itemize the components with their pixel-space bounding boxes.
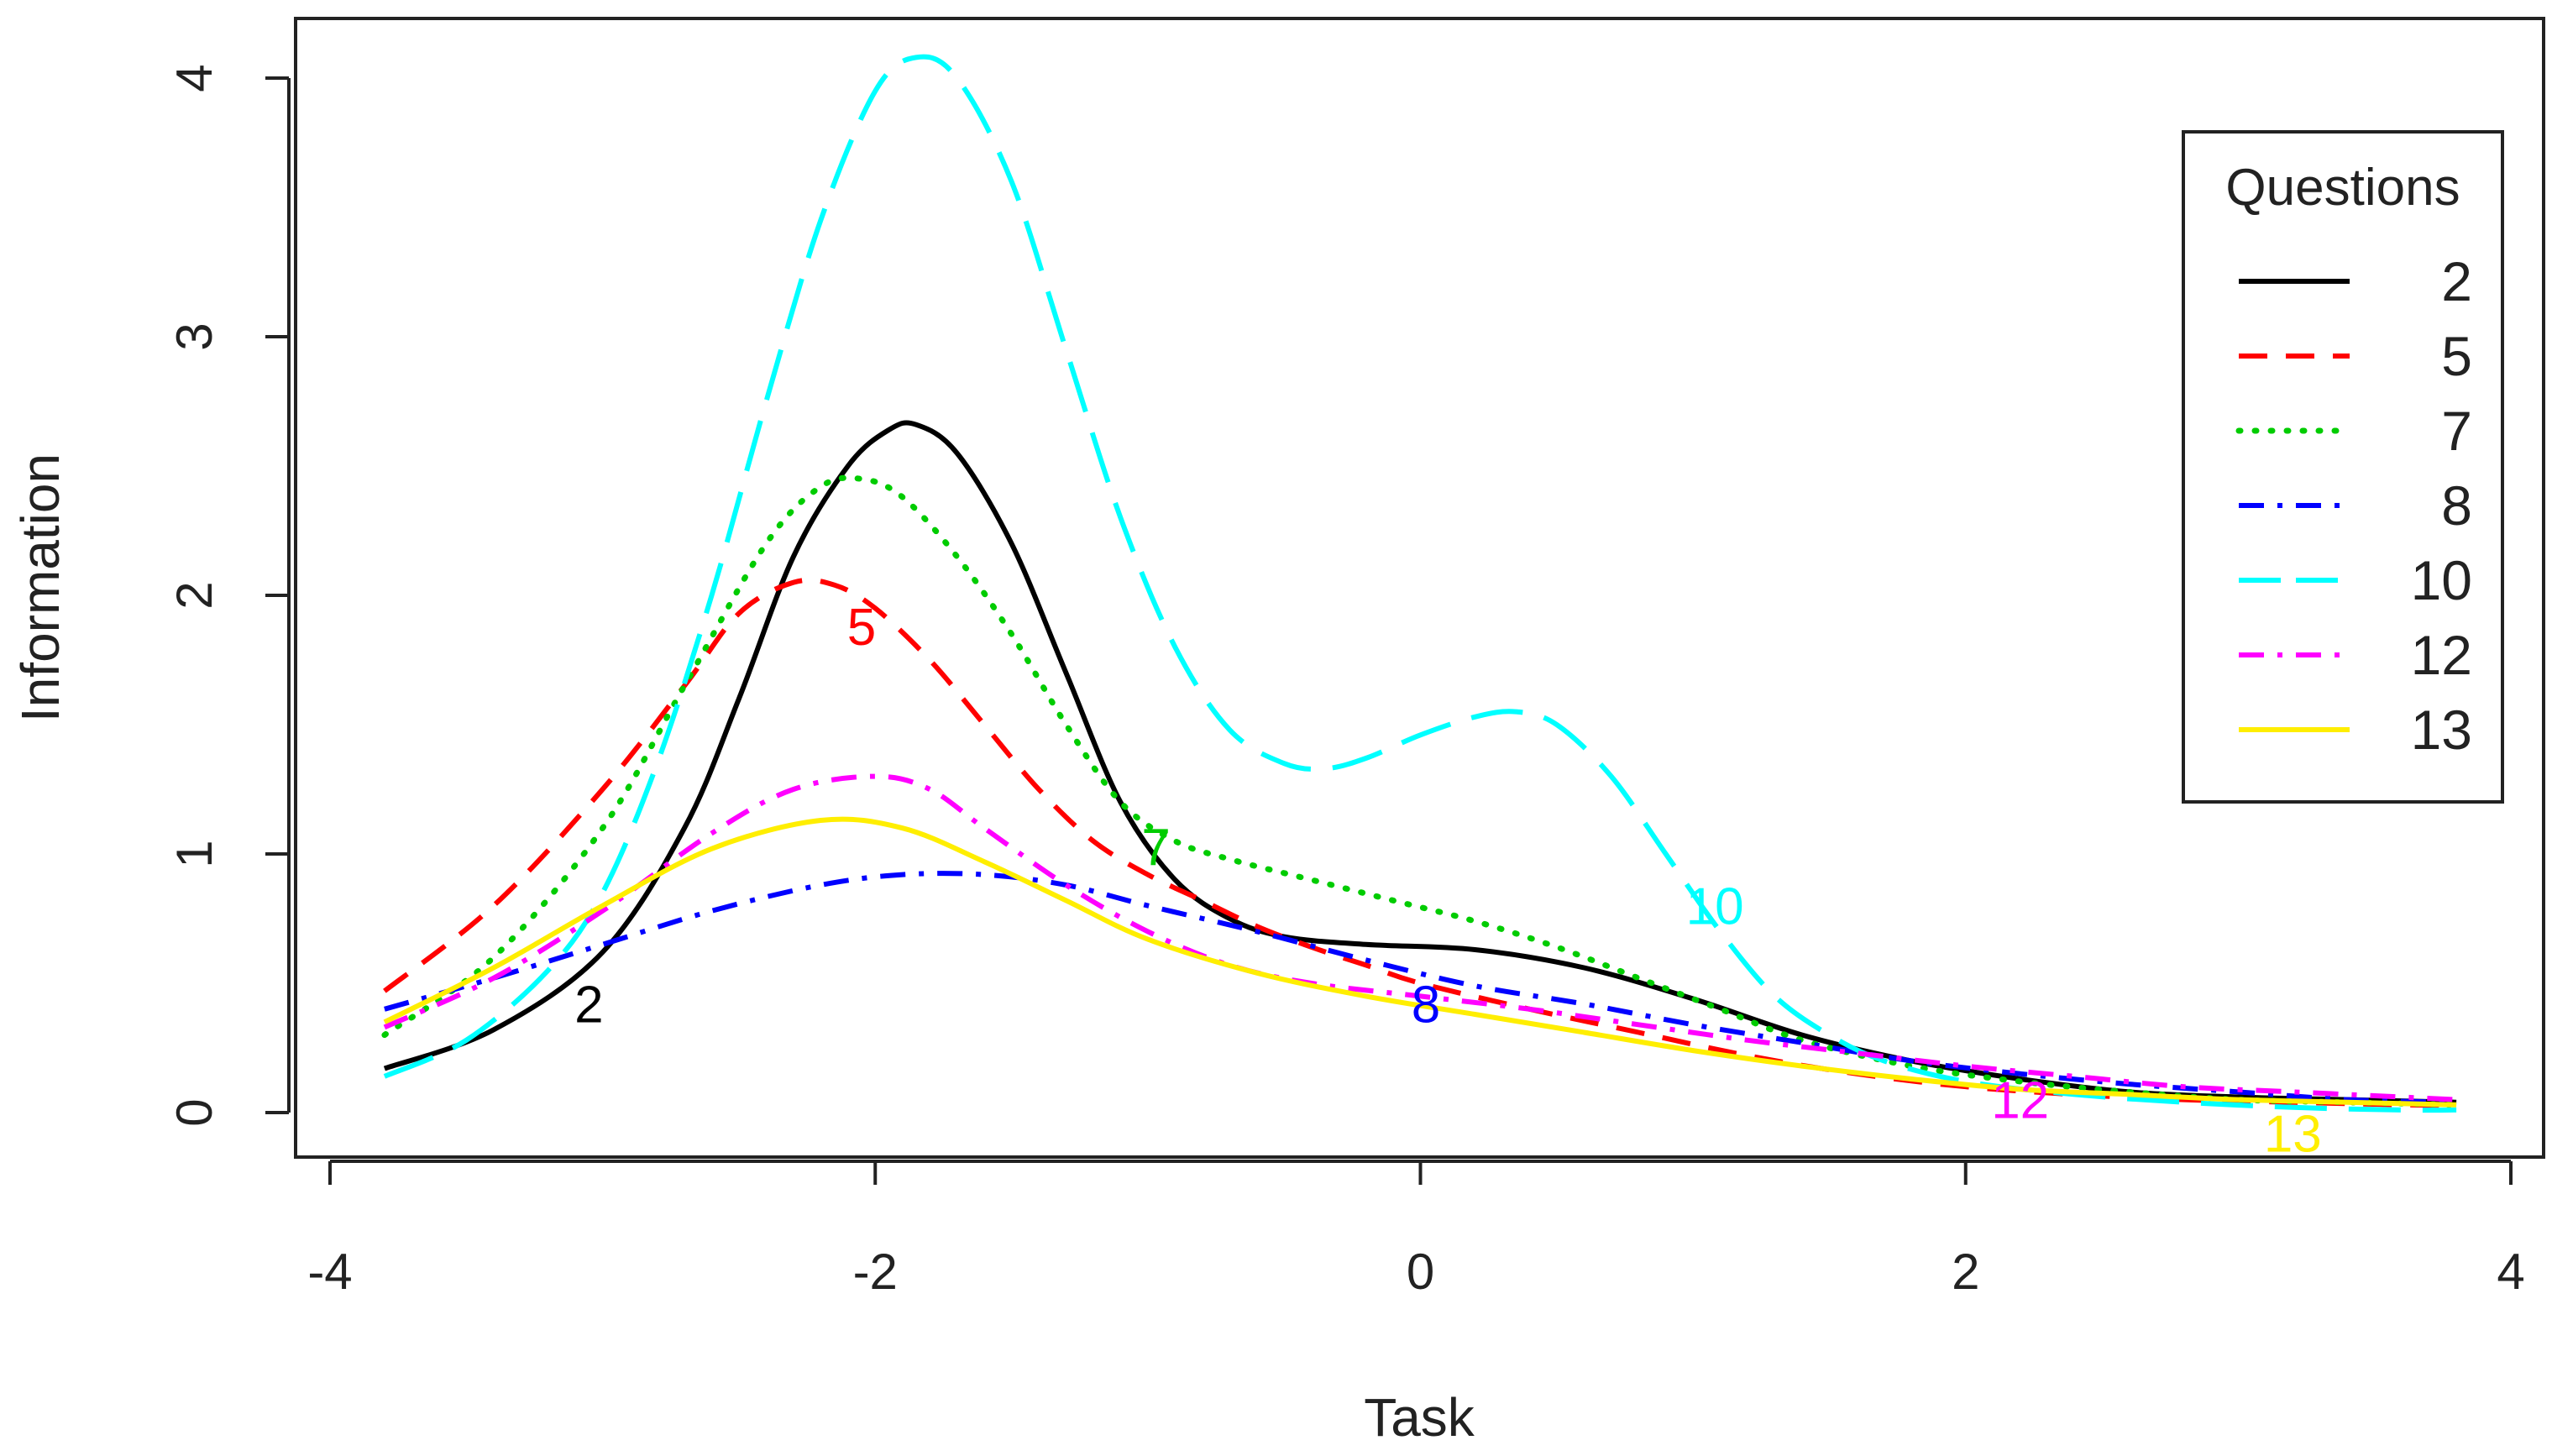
legend-items: 2 5 7 8 10 12 13 bbox=[2235, 250, 2472, 761]
x-axis: -4 -2 0 2 4 bbox=[307, 1160, 2525, 1300]
legend-label-10: 10 bbox=[2411, 549, 2472, 611]
series-line-13 bbox=[383, 816, 2457, 1108]
x-tick-label-0: -4 bbox=[307, 1244, 352, 1300]
legend-box bbox=[2182, 130, 2504, 804]
legend-label-12: 12 bbox=[2411, 624, 2472, 686]
x-tick-label-2: 0 bbox=[1407, 1244, 1434, 1300]
plot-frame bbox=[294, 17, 2545, 1159]
series-curves bbox=[381, 54, 2460, 1113]
series-line-12 bbox=[383, 773, 2457, 1102]
series-line-8 bbox=[384, 871, 2457, 1105]
series-label-2: 2 bbox=[574, 977, 603, 1034]
series-label-13: 13 bbox=[2264, 1106, 2322, 1164]
series-label-10: 10 bbox=[1686, 878, 1744, 936]
series-line-7 bbox=[381, 474, 2460, 1108]
x-tick-label-4: 4 bbox=[2497, 1244, 2524, 1300]
x-tick-label-1: -2 bbox=[853, 1244, 898, 1300]
legend-title: Questions bbox=[2225, 159, 2460, 217]
x-axis-title: Task bbox=[1364, 1387, 1475, 1448]
y-tick-label-4: 4 bbox=[166, 64, 223, 92]
series-line-2 bbox=[383, 420, 2457, 1105]
legend-label-13: 13 bbox=[2411, 699, 2472, 761]
legend-label-7: 7 bbox=[2441, 400, 2472, 462]
series-label-5: 5 bbox=[847, 599, 876, 657]
series-label-7: 7 bbox=[1141, 819, 1170, 877]
y-tick-label-1: 1 bbox=[166, 840, 223, 867]
legend-label-5: 5 bbox=[2441, 325, 2472, 387]
y-tick-label-2: 2 bbox=[166, 581, 223, 609]
series-label-8: 8 bbox=[1412, 977, 1440, 1034]
legend-label-8: 8 bbox=[2441, 474, 2472, 537]
series-line-10 bbox=[383, 54, 2457, 1113]
legend-label-2: 2 bbox=[2441, 250, 2472, 312]
x-tick-label-3: 2 bbox=[1952, 1244, 1979, 1300]
series-curve-labels: 2 5 7 8 10 12 13 bbox=[574, 599, 2322, 1164]
legend: Questions 2 5 7 8 10 12 13 bbox=[2182, 130, 2504, 804]
y-axis-title: Information bbox=[10, 453, 71, 722]
y-axis: 0 1 2 3 4 bbox=[166, 64, 291, 1127]
series-label-12: 12 bbox=[1991, 1072, 2049, 1130]
y-tick-label-0: 0 bbox=[166, 1098, 223, 1126]
y-tick-label-3: 3 bbox=[166, 322, 223, 350]
